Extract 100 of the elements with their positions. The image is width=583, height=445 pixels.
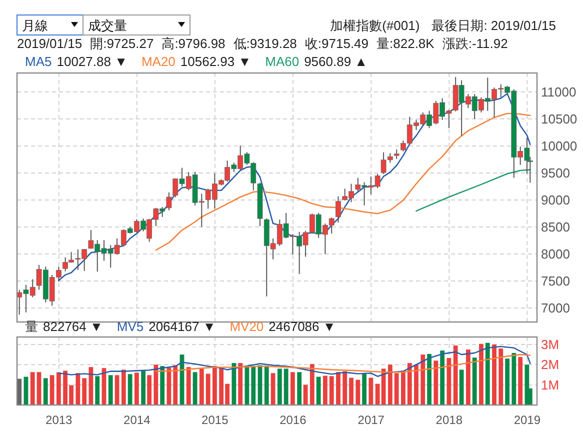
text: MA20 [141,54,176,69]
bar [440,350,445,405]
text: 成交量 [88,18,127,33]
bar [251,366,256,405]
bar [322,376,328,405]
text: 漲跌:-11.92 [442,36,508,51]
bar [50,375,54,405]
bar [186,367,191,405]
bar [154,364,158,405]
bar [394,373,399,405]
candlestick [336,196,341,224]
bar [173,365,178,405]
y-tick-label: 3M [541,336,560,352]
bar [121,370,126,405]
x-tick-label: 2014 [124,413,151,427]
bar [76,373,80,405]
text: MV5 [116,319,144,334]
y-tick-label: 9000 [541,192,570,208]
text: 10027.88 ▼ [56,54,128,69]
bar [56,372,61,405]
bar [43,378,48,405]
bar [141,370,146,405]
line-series [155,354,531,373]
y-tick-label: 11000 [541,84,576,100]
text: 高:9796.98 [162,36,226,51]
bar [128,374,132,405]
chart-title: 加權指數(#001) [330,18,420,33]
bar [407,363,412,405]
bar [284,368,288,405]
bar [336,372,340,405]
text: 量:822.8K [376,36,435,51]
bar [212,366,217,405]
bar [388,364,392,405]
text: 2019/01/15 [17,36,82,51]
bar [270,373,276,405]
y-tick-label: 9500 [541,165,570,180]
text: 收:9715.49 [304,36,369,51]
text: 9560.89 ▲ [304,54,368,69]
bar [401,370,406,405]
x-tick-label: 2013 [46,413,73,427]
bar [36,372,42,405]
bar [290,372,295,405]
x-tick-label: 2016 [280,413,307,427]
bar [512,352,516,405]
annotation: 2064167 ▼ [148,319,216,334]
line-series [155,112,531,251]
text: MV20 [230,319,264,334]
text: 低:9319.28 [233,36,297,51]
y-tick-label: 8000 [541,246,570,262]
bar [232,363,236,405]
bar [492,344,496,405]
bar [342,371,348,405]
bar [147,375,152,405]
bar [414,364,418,405]
text: 開:9725.27 [90,36,154,51]
bar [206,374,210,405]
text: 量 [25,319,38,334]
bar [518,356,523,405]
bar [316,376,321,405]
bar [310,364,314,405]
bar [434,360,438,405]
y-tick-label: 2M [541,357,560,372]
bar [368,378,374,405]
bar [472,358,477,405]
text: 10562.93 ▼ [180,54,252,69]
line-series [58,346,531,377]
bar [95,376,100,405]
bar [479,344,484,405]
bar [420,354,426,405]
bar [277,368,282,405]
bar [498,348,504,405]
bar [238,363,243,405]
y-tick-label: 8500 [541,220,570,235]
annotation: 2467086 ▼ [268,319,336,334]
bar [134,372,139,405]
candlestick [394,149,400,160]
bar [505,358,510,405]
bar [329,376,334,405]
bar [108,375,113,405]
bar [349,378,354,405]
candlestick [166,192,172,211]
bar [264,366,269,405]
text: MA5 [25,54,52,69]
bar [466,350,470,405]
y-tick-label: 10000 [541,138,578,154]
bar [114,375,120,405]
y-tick-label: 10500 [541,111,578,126]
bar [297,372,302,405]
text: MA60 [265,54,300,69]
chart-subtitle: 最後日期: 2019/01/15 [432,18,556,33]
x-tick-label: 2017 [358,413,385,427]
text: 月線 [22,18,48,33]
bar [459,370,464,405]
bar [362,373,367,405]
bar [453,345,458,405]
bar [160,366,165,405]
y-tick-label: 7500 [541,274,570,289]
x-tick-label: 2019 [514,413,541,427]
bar [192,372,198,405]
y-tick-label: 7000 [541,300,570,316]
